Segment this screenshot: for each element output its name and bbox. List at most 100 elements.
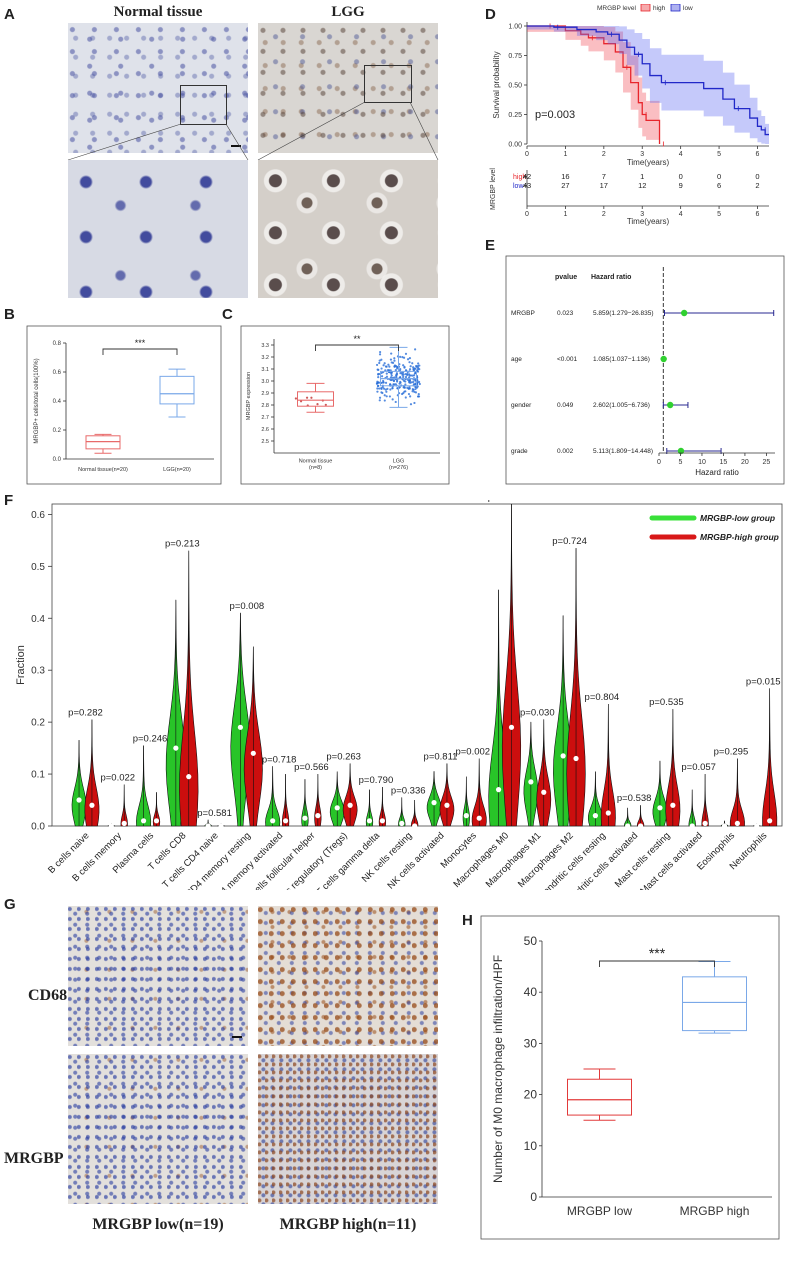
legend-swatch-high (640, 4, 651, 12)
y-tick-label: 2.9 (261, 391, 269, 397)
legend-label-low: low (683, 5, 693, 12)
data-point (401, 371, 405, 374)
data-point (393, 359, 396, 362)
y-tick-label: 1.00 (508, 24, 522, 31)
p-value-label: p=0.282 (68, 708, 103, 719)
box (567, 1078, 632, 1116)
median-point (76, 797, 82, 803)
frame (26, 325, 222, 485)
data-point (383, 399, 386, 402)
x-tick-label: 2 (602, 151, 606, 158)
box (159, 375, 195, 405)
row-hr-text: 5.113(1.809−14.448) (593, 448, 653, 455)
median-point (153, 818, 160, 824)
median-point (186, 774, 192, 780)
legend-label-high: MRGBP-high group (700, 532, 779, 542)
y-tick-label: 0.25 (508, 112, 522, 119)
risk-x-tick-label: 5 (717, 211, 721, 218)
y-axis-label: MRGBP expression (246, 372, 252, 420)
data-point (412, 368, 415, 372)
data-point (396, 387, 399, 390)
row-name: MRGBP (511, 310, 535, 317)
data-point (404, 375, 408, 379)
y-tick-label: 0.4 (53, 399, 62, 405)
data-point (394, 369, 397, 372)
y-tick-label: 0.75 (508, 53, 522, 60)
median-point (495, 787, 502, 793)
data-point (378, 396, 382, 399)
y-axis-label: Number of M0 macrophage infiltration/HPF (491, 955, 505, 1183)
x-tick-label: Macrophages M2 (516, 830, 576, 890)
risk-x-tick-label: 6 (756, 211, 760, 218)
median-point (431, 800, 437, 806)
y-tick-label: 0 (530, 1190, 537, 1204)
cd68-low-micrograph (68, 906, 248, 1046)
p-value-label: p=0.263 (326, 752, 361, 763)
x-tick-label: Normal tissue(n=20) (78, 467, 128, 473)
p-value-label: p=0.008 (230, 601, 265, 612)
data-point (399, 355, 402, 359)
data-point (404, 373, 407, 376)
median-point (399, 820, 405, 827)
p-value-label: p=0.295 (714, 746, 749, 757)
data-point (393, 383, 396, 386)
p-value-label: p=0.003 (535, 109, 575, 121)
median-point (721, 823, 728, 829)
data-point (403, 365, 406, 368)
mrgbp-high-micrograph (258, 1054, 438, 1204)
chart-h: 0 10 20 30 40 50 Number of M0 macrophage infil… (480, 915, 780, 1240)
data-point (387, 363, 390, 366)
data-point (391, 361, 395, 364)
data-point (378, 359, 381, 362)
median-point (560, 753, 566, 759)
data-point (379, 350, 382, 354)
data-point (417, 362, 420, 365)
panel-label-g: G (4, 896, 16, 913)
risk-value: 0 (755, 172, 759, 181)
data-point (404, 390, 407, 393)
x-tick-label: 15 (720, 459, 728, 466)
p-value-label: p=0.538 (617, 793, 652, 804)
data-point (324, 403, 327, 406)
confidence-band-low (527, 26, 769, 144)
x-tick-label: Normal tissue (299, 459, 333, 465)
chart-f: 0.0 0.1 0.2 0.3 0.4 0.5 0.6 Fraction MRGBP-low g… (15, 500, 783, 890)
median-point (754, 823, 760, 829)
data-point (406, 372, 409, 376)
data-point (305, 396, 309, 399)
risk-value: 16 (561, 172, 569, 181)
data-point (384, 381, 388, 384)
median-point (140, 818, 147, 824)
chart-d: MRGBP level high low 0.00 0.25 0.50 0.75 1.00 0 1… (490, 4, 769, 226)
p-value-label: p=0.811 (424, 752, 458, 763)
data-point (408, 368, 412, 371)
x-axis-label: Time(years) (627, 158, 670, 167)
risk-table-title: MRGBP level (490, 168, 497, 210)
y-tick-label: 2.5 (261, 439, 269, 445)
x-tick-label: NK cells activated (385, 830, 446, 890)
median-point (573, 755, 579, 762)
median-point (250, 750, 256, 756)
mrgbp-low-micrograph (68, 1054, 248, 1204)
data-point (390, 352, 393, 355)
scale-bar (231, 145, 241, 147)
y-tick-label: 3.0 (261, 379, 269, 385)
median-point (237, 724, 243, 730)
data-point (380, 391, 383, 394)
risk-value: 12 (638, 181, 646, 190)
data-point (389, 358, 393, 361)
p-value-label: p=0.002 (455, 746, 490, 757)
risk-x-axis-label: Time(years) (627, 217, 670, 226)
median-point (463, 813, 469, 819)
frame (505, 255, 785, 485)
data-point (409, 374, 413, 377)
risk-value: 7 (602, 172, 606, 181)
risk-x-tick-label: 1 (563, 211, 567, 218)
header-hr: Hazard ratio (591, 274, 631, 281)
median-point (218, 823, 224, 829)
data-point (381, 386, 384, 389)
data-point (380, 367, 383, 370)
median-point (108, 823, 114, 829)
box (297, 391, 334, 407)
p-value-label: p=0.566 (294, 762, 329, 773)
